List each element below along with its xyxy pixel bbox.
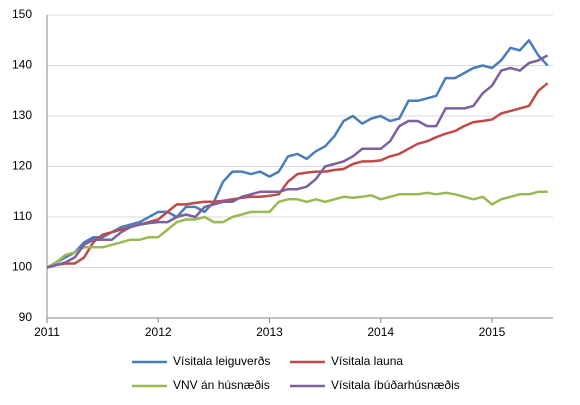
y-tick-label: 90: [19, 310, 33, 324]
x-tick-label: 2014: [367, 325, 394, 339]
y-tick-label: 110: [13, 209, 32, 223]
y-tick-label: 120: [12, 159, 32, 173]
y-tick-label: 140: [12, 58, 32, 72]
y-tick-label: 100: [12, 260, 32, 274]
x-tick-label: 2011: [34, 325, 60, 339]
series-line: [46, 82, 549, 269]
legend-label: Vísitala leiguverðs: [173, 354, 270, 368]
x-tick-label: 2013: [256, 325, 283, 339]
x-tick-label: 2015: [479, 325, 506, 339]
legend-label: Vísitala launa: [331, 354, 403, 368]
y-tick-label: 130: [12, 108, 32, 122]
legend-label: VNV án húsnæðis: [173, 378, 270, 392]
series-line: [46, 39, 549, 269]
x-tick-label: 2012: [145, 325, 172, 339]
series-line: [46, 190, 548, 269]
series-line: [46, 54, 549, 269]
y-tick-label: 150: [12, 7, 32, 21]
legend-label: Vísitala íbúðarhúsnæðis: [331, 378, 460, 392]
